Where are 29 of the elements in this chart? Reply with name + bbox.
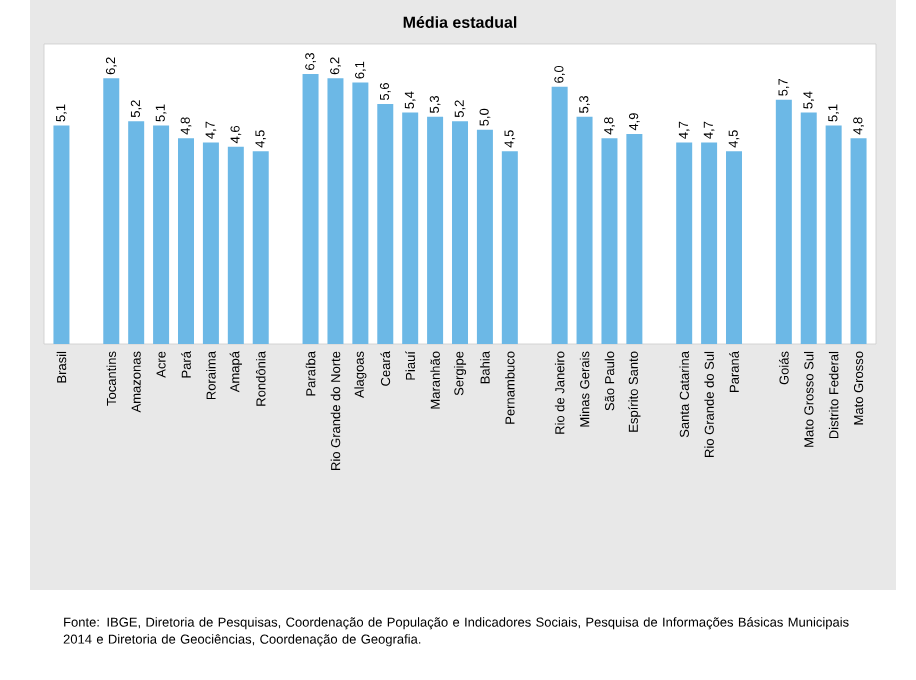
bar: [178, 138, 194, 344]
bar: [775, 99, 792, 344]
bar: [252, 151, 269, 344]
bar: [626, 133, 643, 344]
bar: [701, 142, 718, 344]
bar: [825, 125, 842, 344]
bar: [302, 74, 319, 344]
bar: [128, 121, 145, 344]
bar: [227, 146, 244, 344]
bar: [103, 78, 120, 344]
bar: [352, 82, 369, 344]
bar: [327, 78, 344, 344]
bar: [676, 142, 693, 344]
bar: [427, 116, 444, 344]
bar: [202, 142, 219, 344]
chart-title: Média estadual: [403, 16, 517, 28]
bar: [452, 121, 468, 344]
bar: [501, 151, 518, 344]
bar: [800, 112, 817, 344]
bar: [153, 125, 170, 344]
bar: [850, 138, 867, 344]
bar: [601, 138, 618, 344]
bar: [476, 129, 493, 344]
bar: [53, 125, 70, 344]
bar: [551, 86, 568, 344]
bar: [402, 112, 419, 344]
bar: [377, 103, 394, 344]
bar: [726, 151, 743, 344]
bar: [576, 116, 593, 344]
